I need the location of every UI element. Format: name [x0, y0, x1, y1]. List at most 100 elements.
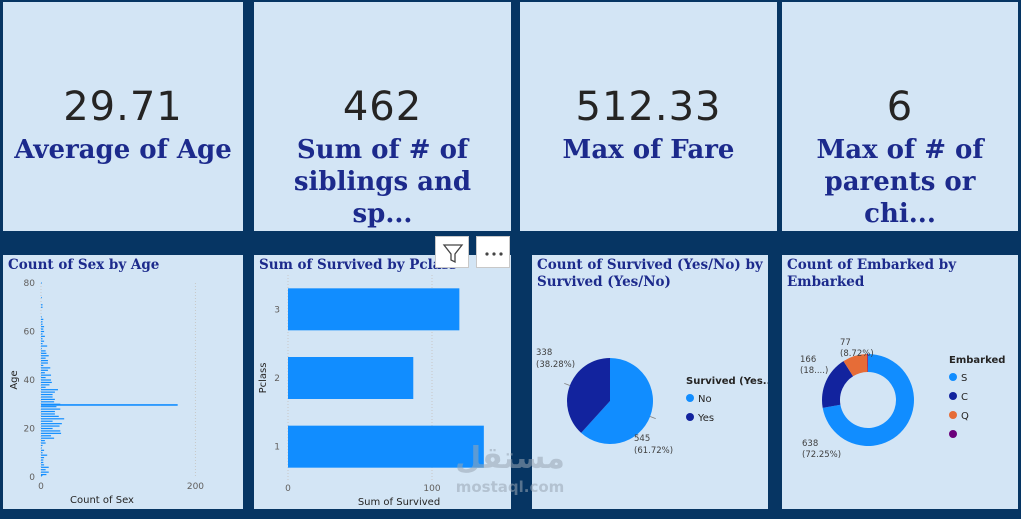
kpi-value: 512.33 — [575, 84, 722, 130]
bar — [41, 376, 46, 379]
data-label: 545 — [634, 434, 650, 444]
bar — [41, 326, 45, 328]
pie-slice — [581, 358, 653, 444]
data-label-pct: (61.72%) — [634, 446, 673, 456]
watermark-logo: مستقل mostaql.com — [440, 440, 580, 510]
x-axis-title: Sum of Survived — [358, 497, 440, 508]
bar — [41, 413, 55, 415]
legend-marker — [949, 392, 957, 400]
bar — [41, 442, 46, 444]
kpi-label: Max of Fare — [562, 135, 735, 165]
bar — [41, 415, 59, 417]
bar — [41, 304, 43, 306]
more-options-button[interactable] — [476, 236, 510, 268]
bar — [41, 321, 43, 323]
kpi-card-max-parents[interactable]: 6 Max of # of parents or chi... — [782, 2, 1018, 231]
donut-slice — [867, 354, 868, 373]
donut-slice — [822, 354, 914, 446]
y-tick-label: 3 — [274, 305, 280, 315]
donut-slice — [843, 354, 868, 377]
bar — [41, 318, 44, 320]
legend-marker — [686, 394, 694, 402]
y-tick-label: 40 — [24, 376, 36, 386]
bar — [41, 347, 42, 350]
legend-item: No — [698, 394, 712, 405]
bar — [41, 461, 44, 464]
bar — [41, 401, 55, 403]
kpi-card-max-fare[interactable]: 512.33 Max of Fare — [520, 2, 777, 231]
data-label-pct: (72.25%) — [802, 450, 841, 460]
bar — [288, 425, 484, 468]
bar — [41, 420, 53, 422]
legend-item: S — [961, 373, 967, 384]
bar — [41, 418, 65, 420]
leader-line — [564, 382, 571, 386]
data-label: 338 — [536, 348, 552, 358]
chart-survived-pie[interactable]: Count of Survived (Yes/No) by Survived (… — [532, 255, 768, 509]
bar — [41, 345, 48, 347]
data-label-pct: (18....) — [800, 366, 828, 376]
kpi-card-average-age[interactable]: 29.71 Average of Age — [3, 2, 243, 231]
x-axis-title: Count of Sex — [70, 495, 134, 506]
bar — [41, 475, 42, 477]
y-tick-label: 80 — [24, 279, 36, 289]
bar — [288, 357, 414, 399]
legend-marker — [949, 430, 957, 438]
bar — [41, 404, 178, 406]
bar — [41, 335, 45, 337]
bar — [41, 384, 50, 386]
bar — [41, 396, 53, 398]
y-axis-title: Age — [9, 370, 20, 389]
watermark-latin: mostaql.com — [455, 478, 565, 496]
age-bar-chart: 0 20 40 60 80 0 200 Age Count of Sex — [9, 279, 204, 506]
bar — [288, 288, 460, 331]
chart-title: Count of Survived (Yes/No) by Survived (… — [537, 257, 765, 291]
y-axis-title: Pclass — [258, 363, 269, 394]
chart-title: Count of Embarked by Embarked — [787, 257, 1007, 291]
bar — [41, 343, 43, 345]
chart-title-text: Count of Survived (Yes/No) by Survived (… — [537, 257, 763, 290]
legend-item: Q — [961, 411, 969, 422]
pie-slice — [567, 358, 610, 433]
data-label: 638 — [802, 439, 818, 449]
data-label: 77 — [840, 338, 851, 348]
bar — [41, 338, 43, 340]
bar — [41, 381, 52, 384]
kpi-card-sum-siblings[interactable]: 462 Sum of # of siblings and sp... — [254, 2, 511, 231]
bar — [41, 393, 53, 396]
watermark-arabic: مستقل — [455, 441, 565, 476]
bar — [41, 440, 45, 442]
bar — [41, 423, 62, 425]
bar — [41, 330, 45, 333]
kpi-value: 29.71 — [63, 84, 183, 130]
bar — [41, 449, 45, 451]
bar — [41, 406, 57, 408]
x-tick-label: 0 — [38, 482, 44, 492]
bar — [41, 352, 47, 354]
bar — [41, 471, 49, 473]
bar — [41, 357, 46, 359]
survived-pie-chart: 545 (61.72%) 338 (38.28%) Survived (Yes... No… — [536, 348, 768, 456]
filter-button[interactable] — [435, 236, 469, 268]
bar — [41, 473, 47, 476]
bar — [41, 350, 46, 352]
bar — [41, 469, 46, 471]
bar — [41, 296, 42, 299]
bar — [41, 452, 43, 454]
chart-embarked-donut[interactable]: Count of Embarked by Embarked 638 (72.25%… — [782, 255, 1018, 509]
bar — [41, 444, 43, 447]
legend-marker — [949, 411, 957, 419]
chart-survived-by-pclass[interactable]: Sum of Survived by Pclass 0 100 3 2 1 Pclass S… — [254, 255, 511, 509]
more-options-icon — [485, 252, 503, 256]
bar — [41, 369, 48, 371]
kpi-label: Max of # of parents or chi... — [816, 135, 984, 229]
bar — [41, 355, 49, 357]
bar — [41, 333, 43, 335]
bar — [41, 323, 43, 325]
bar — [41, 391, 55, 393]
donut-slice — [822, 361, 854, 408]
bar — [41, 425, 60, 427]
bar — [41, 379, 52, 381]
chart-count-sex-by-age[interactable]: Count of Sex by Age 0 20 40 60 80 0 200 Age Coun… — [3, 255, 243, 509]
bar — [41, 408, 61, 410]
